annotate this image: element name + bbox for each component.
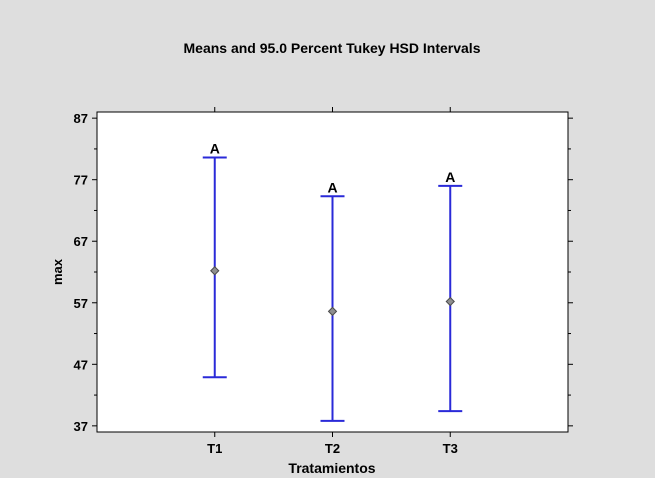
mean-marker	[210, 266, 220, 276]
y-tick-label-5: 87	[74, 111, 88, 126]
x-axis-label: Tratamientos	[288, 460, 375, 476]
group-label: A	[327, 179, 337, 195]
mean-marker	[445, 296, 455, 307]
x-tick-label-2: T3	[443, 441, 458, 456]
y-axis: 37 47 57 67 77 87	[74, 111, 573, 434]
interval-t2: A	[320, 179, 345, 422]
x-tick-label-1: T2	[325, 441, 340, 456]
y-tick-label-1: 47	[74, 357, 88, 372]
group-label: A	[210, 141, 220, 157]
interval-t1: A	[202, 141, 227, 379]
y-axis-label: max	[50, 258, 65, 285]
x-tick-label-0: T1	[207, 441, 222, 456]
y-tick-label-3: 67	[74, 234, 88, 249]
y-tick-label-0: 37	[74, 419, 88, 434]
x-axis: T1 T2 T3	[207, 107, 458, 456]
mean-marker	[327, 306, 338, 317]
group-label: A	[445, 169, 455, 185]
chart-title: Means and 95.0 Percent Tukey HSD Interva…	[184, 40, 481, 56]
interval-t3: A	[438, 169, 463, 413]
y-tick-label-4: 77	[74, 173, 88, 188]
intervals-layer: A A A	[202, 141, 463, 422]
y-tick-label-2: 57	[74, 296, 88, 311]
bottom-margin	[0, 478, 655, 489]
